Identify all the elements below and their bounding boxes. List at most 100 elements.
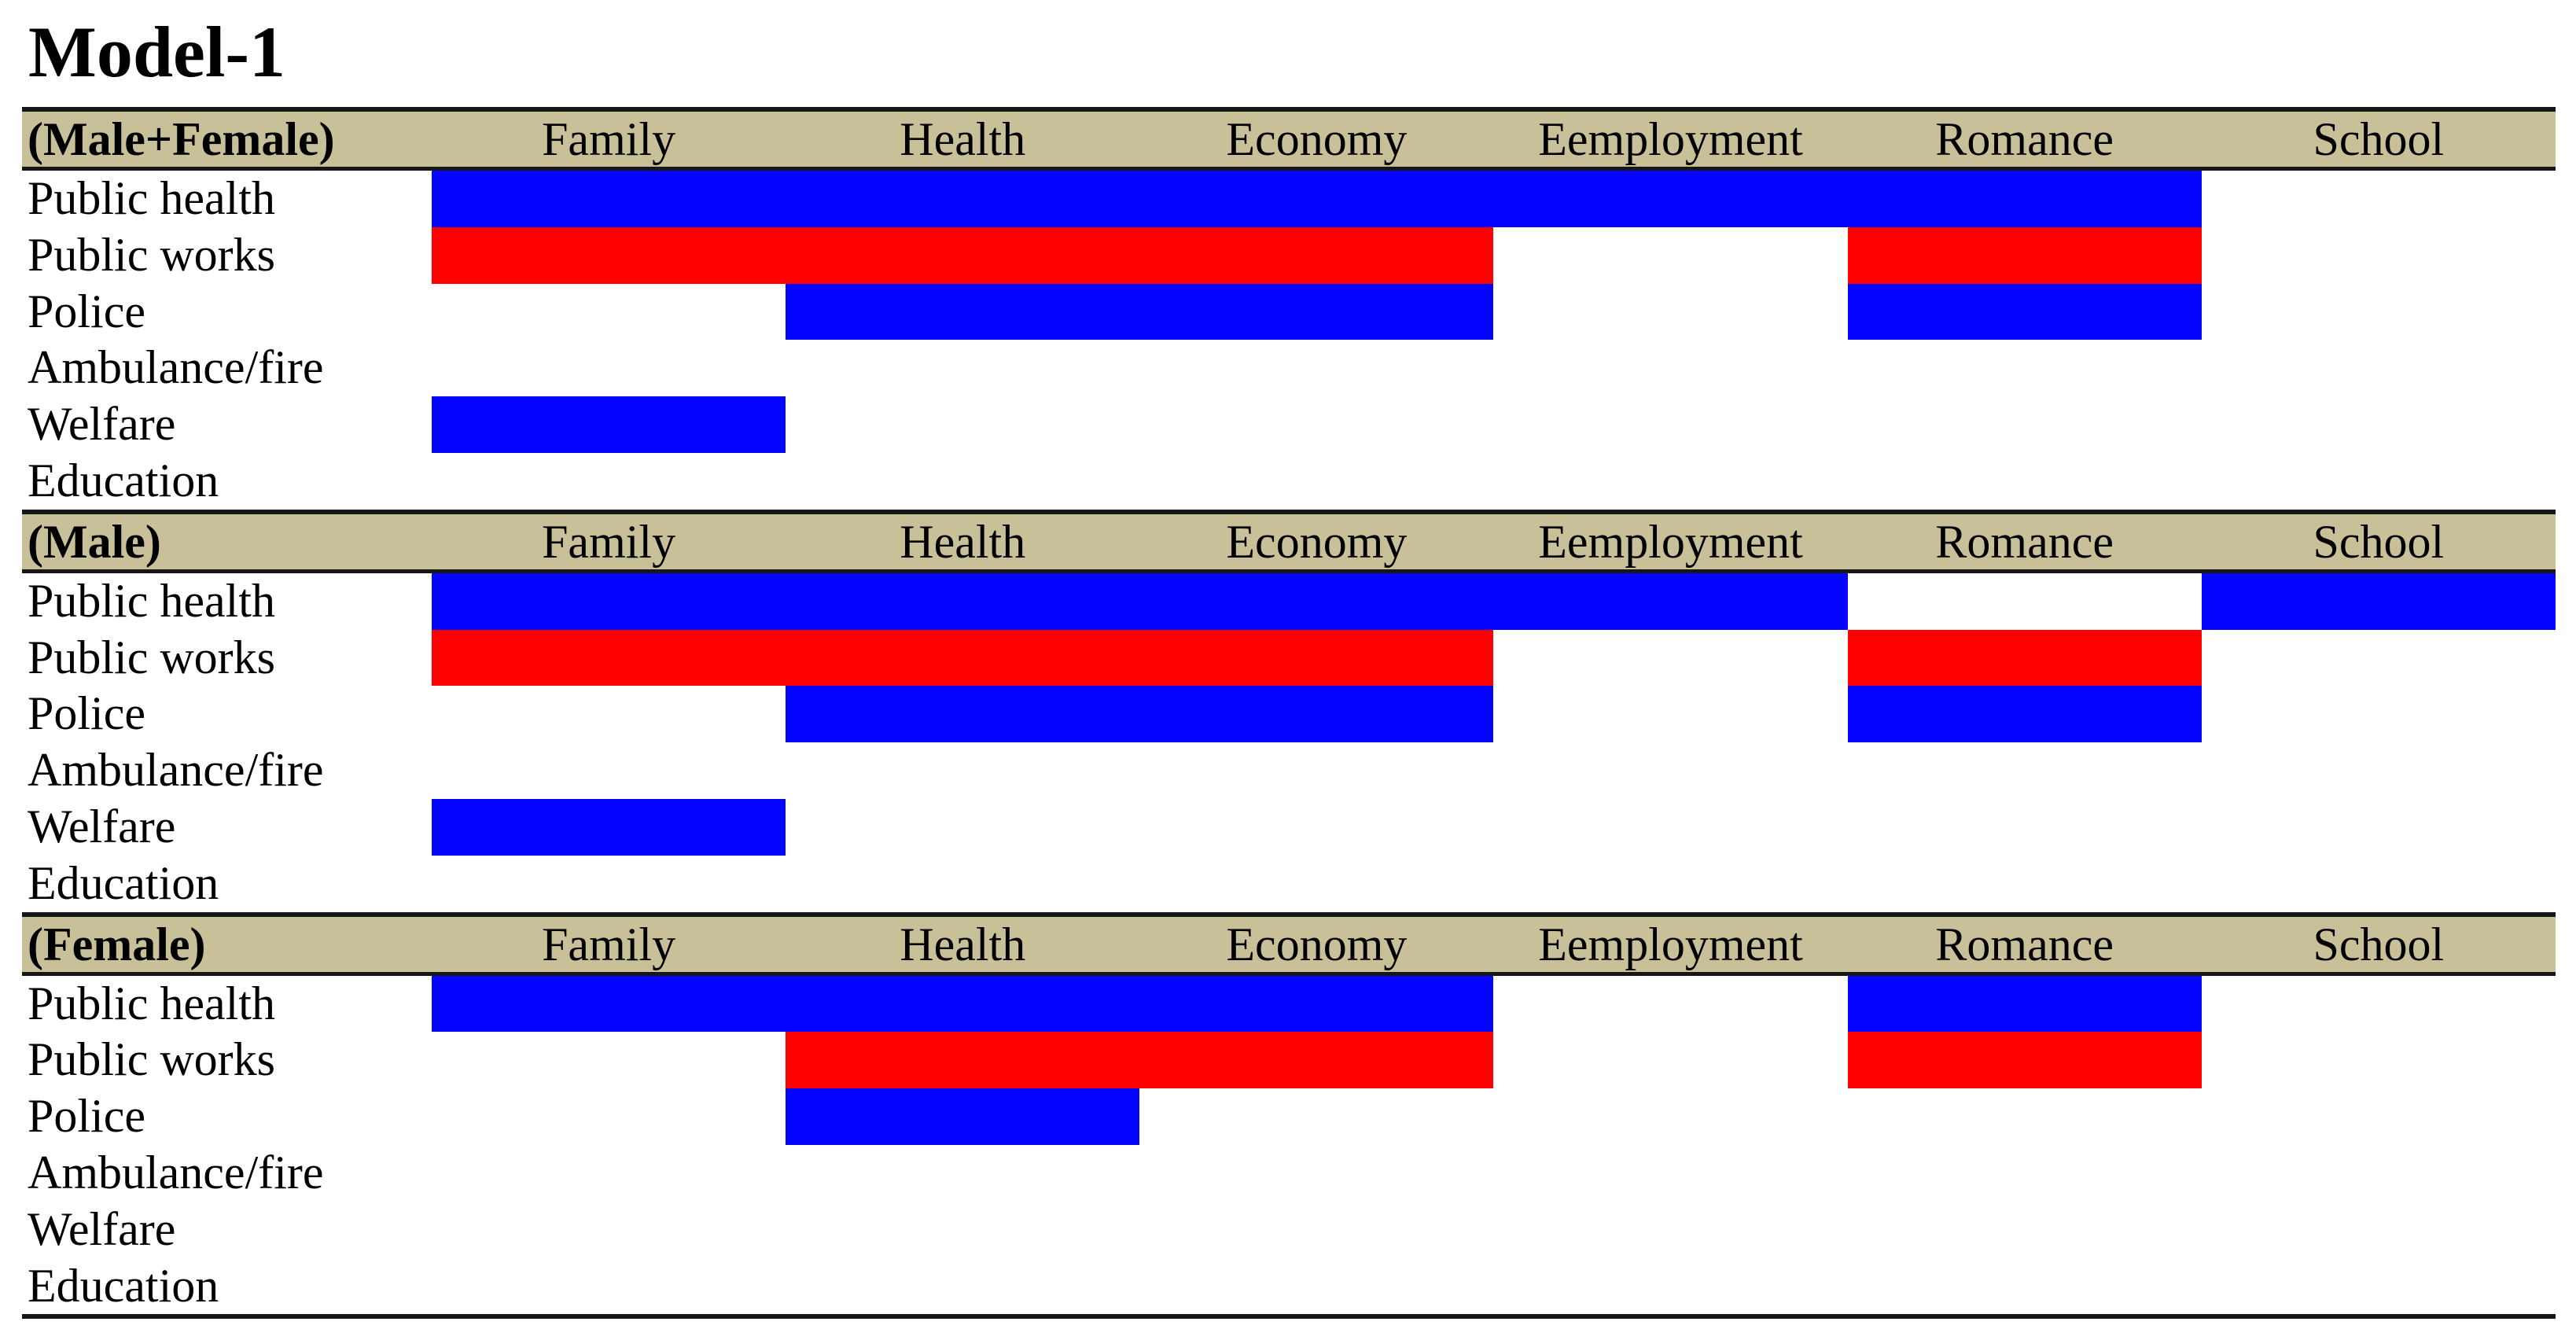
cell-blue [1847,686,2202,743]
row-label: Public works [28,228,275,281]
table-row: Education [22,855,2556,912]
cell-empty [432,1258,786,1315]
column-header: Romance [1935,515,2114,568]
cell-red [1139,629,1494,687]
row-label: Welfare [28,800,176,852]
row-label: Public health [28,977,275,1029]
section-top-rule [22,911,2556,917]
cell-empty [1493,1032,1847,1088]
column-header: School [2313,918,2445,970]
cell-empty [2202,227,2556,284]
cell-empty [1493,340,1847,396]
cell-empty [1848,340,2202,396]
cell-red [786,226,1140,284]
cell-empty [432,340,786,396]
cell-blue [1493,171,1848,227]
column-header: Eemployment [1538,113,1803,165]
cell-empty [2202,1145,2556,1202]
cell-red [786,629,1140,687]
row-label: Public works [28,1033,275,1086]
table-row: Welfare [22,396,2556,453]
cell-empty [2202,686,2556,742]
table-row: Public works [22,629,2556,687]
table-row: Police [22,686,2556,743]
cell-empty [786,453,1139,510]
cell-empty [1493,976,1847,1033]
table-row: Public health [22,171,2556,227]
cell-blue [786,975,1140,1033]
table-row: Ambulance/fire [22,1144,2556,1202]
row-label: Education [28,1259,219,1312]
cell-red [432,226,786,284]
row-label: Welfare [28,398,176,451]
cell-empty [786,340,1139,396]
cell-blue [1139,572,1494,630]
column-header: Eemployment [1538,515,1803,568]
column-header: Health [900,918,1026,970]
cell-empty [2202,630,2556,687]
cell-red [1847,1032,2202,1089]
cell-empty [432,284,786,341]
cell-empty [1493,1145,1847,1202]
cell-empty [432,686,786,742]
cell-empty [1848,742,2202,799]
cell-blue [1139,171,1494,227]
table-row: Public health [22,572,2556,630]
cell-empty [2202,171,2556,227]
column-header: Economy [1226,515,1408,568]
cell-empty [1848,1202,2202,1258]
cell-red [432,629,786,687]
cell-empty [1493,742,1847,799]
table-row: Education [22,452,2556,510]
cell-empty [1493,227,1847,284]
cell-empty [1848,453,2202,510]
section-label: (Male+Female) [28,113,335,165]
cell-empty [2202,396,2556,453]
cell-empty [432,1202,786,1258]
section-top-rule [22,107,2556,112]
cell-empty [1848,396,2202,453]
header-bottom-rule [22,167,2556,171]
table-row: Police [22,1088,2556,1145]
cell-empty [2202,856,2556,912]
cell-blue [1139,975,1494,1033]
section-label: (Male) [28,515,161,568]
cell-empty [786,742,1139,799]
cell-empty [786,1258,1139,1315]
column-header: School [2313,113,2445,165]
cell-red [1847,629,2202,687]
table-row: Welfare [22,798,2556,856]
cell-empty [2202,1032,2556,1088]
table-row: Public works [22,226,2556,284]
cell-blue [786,686,1140,743]
cell-empty [2202,1258,2556,1315]
cell-blue [1847,283,2202,341]
row-label: Police [28,1090,145,1143]
section-header-row: (Male) Family Health Economy Eemployment Roma… [22,514,2556,569]
column-header: Economy [1226,113,1408,165]
cell-empty [432,856,786,912]
cell-empty [2202,976,2556,1033]
cell-empty [1493,284,1847,341]
cell-blue [1139,686,1494,743]
column-header: Family [542,515,676,568]
table-row: Public works [22,1032,2556,1089]
cell-empty [1493,1258,1847,1315]
cell-empty [1493,1088,1847,1145]
cell-empty [1139,1202,1493,1258]
cell-empty [2202,453,2556,510]
cell-empty [432,1088,786,1145]
column-header: Health [900,113,1026,165]
page-title: Model-1 [28,12,286,92]
cell-blue [432,572,786,630]
cell-blue [1493,572,1848,630]
cell-empty [432,1145,786,1202]
cell-empty [432,1032,786,1088]
section-header-row: (Male+Female) Family Health Economy Eemploym… [22,112,2556,167]
cell-empty [786,396,1139,453]
cell-blue [2201,572,2556,630]
cell-blue [432,171,786,227]
cell-red [1847,226,2202,284]
cell-empty [1139,1258,1493,1315]
cell-empty [1139,396,1493,453]
